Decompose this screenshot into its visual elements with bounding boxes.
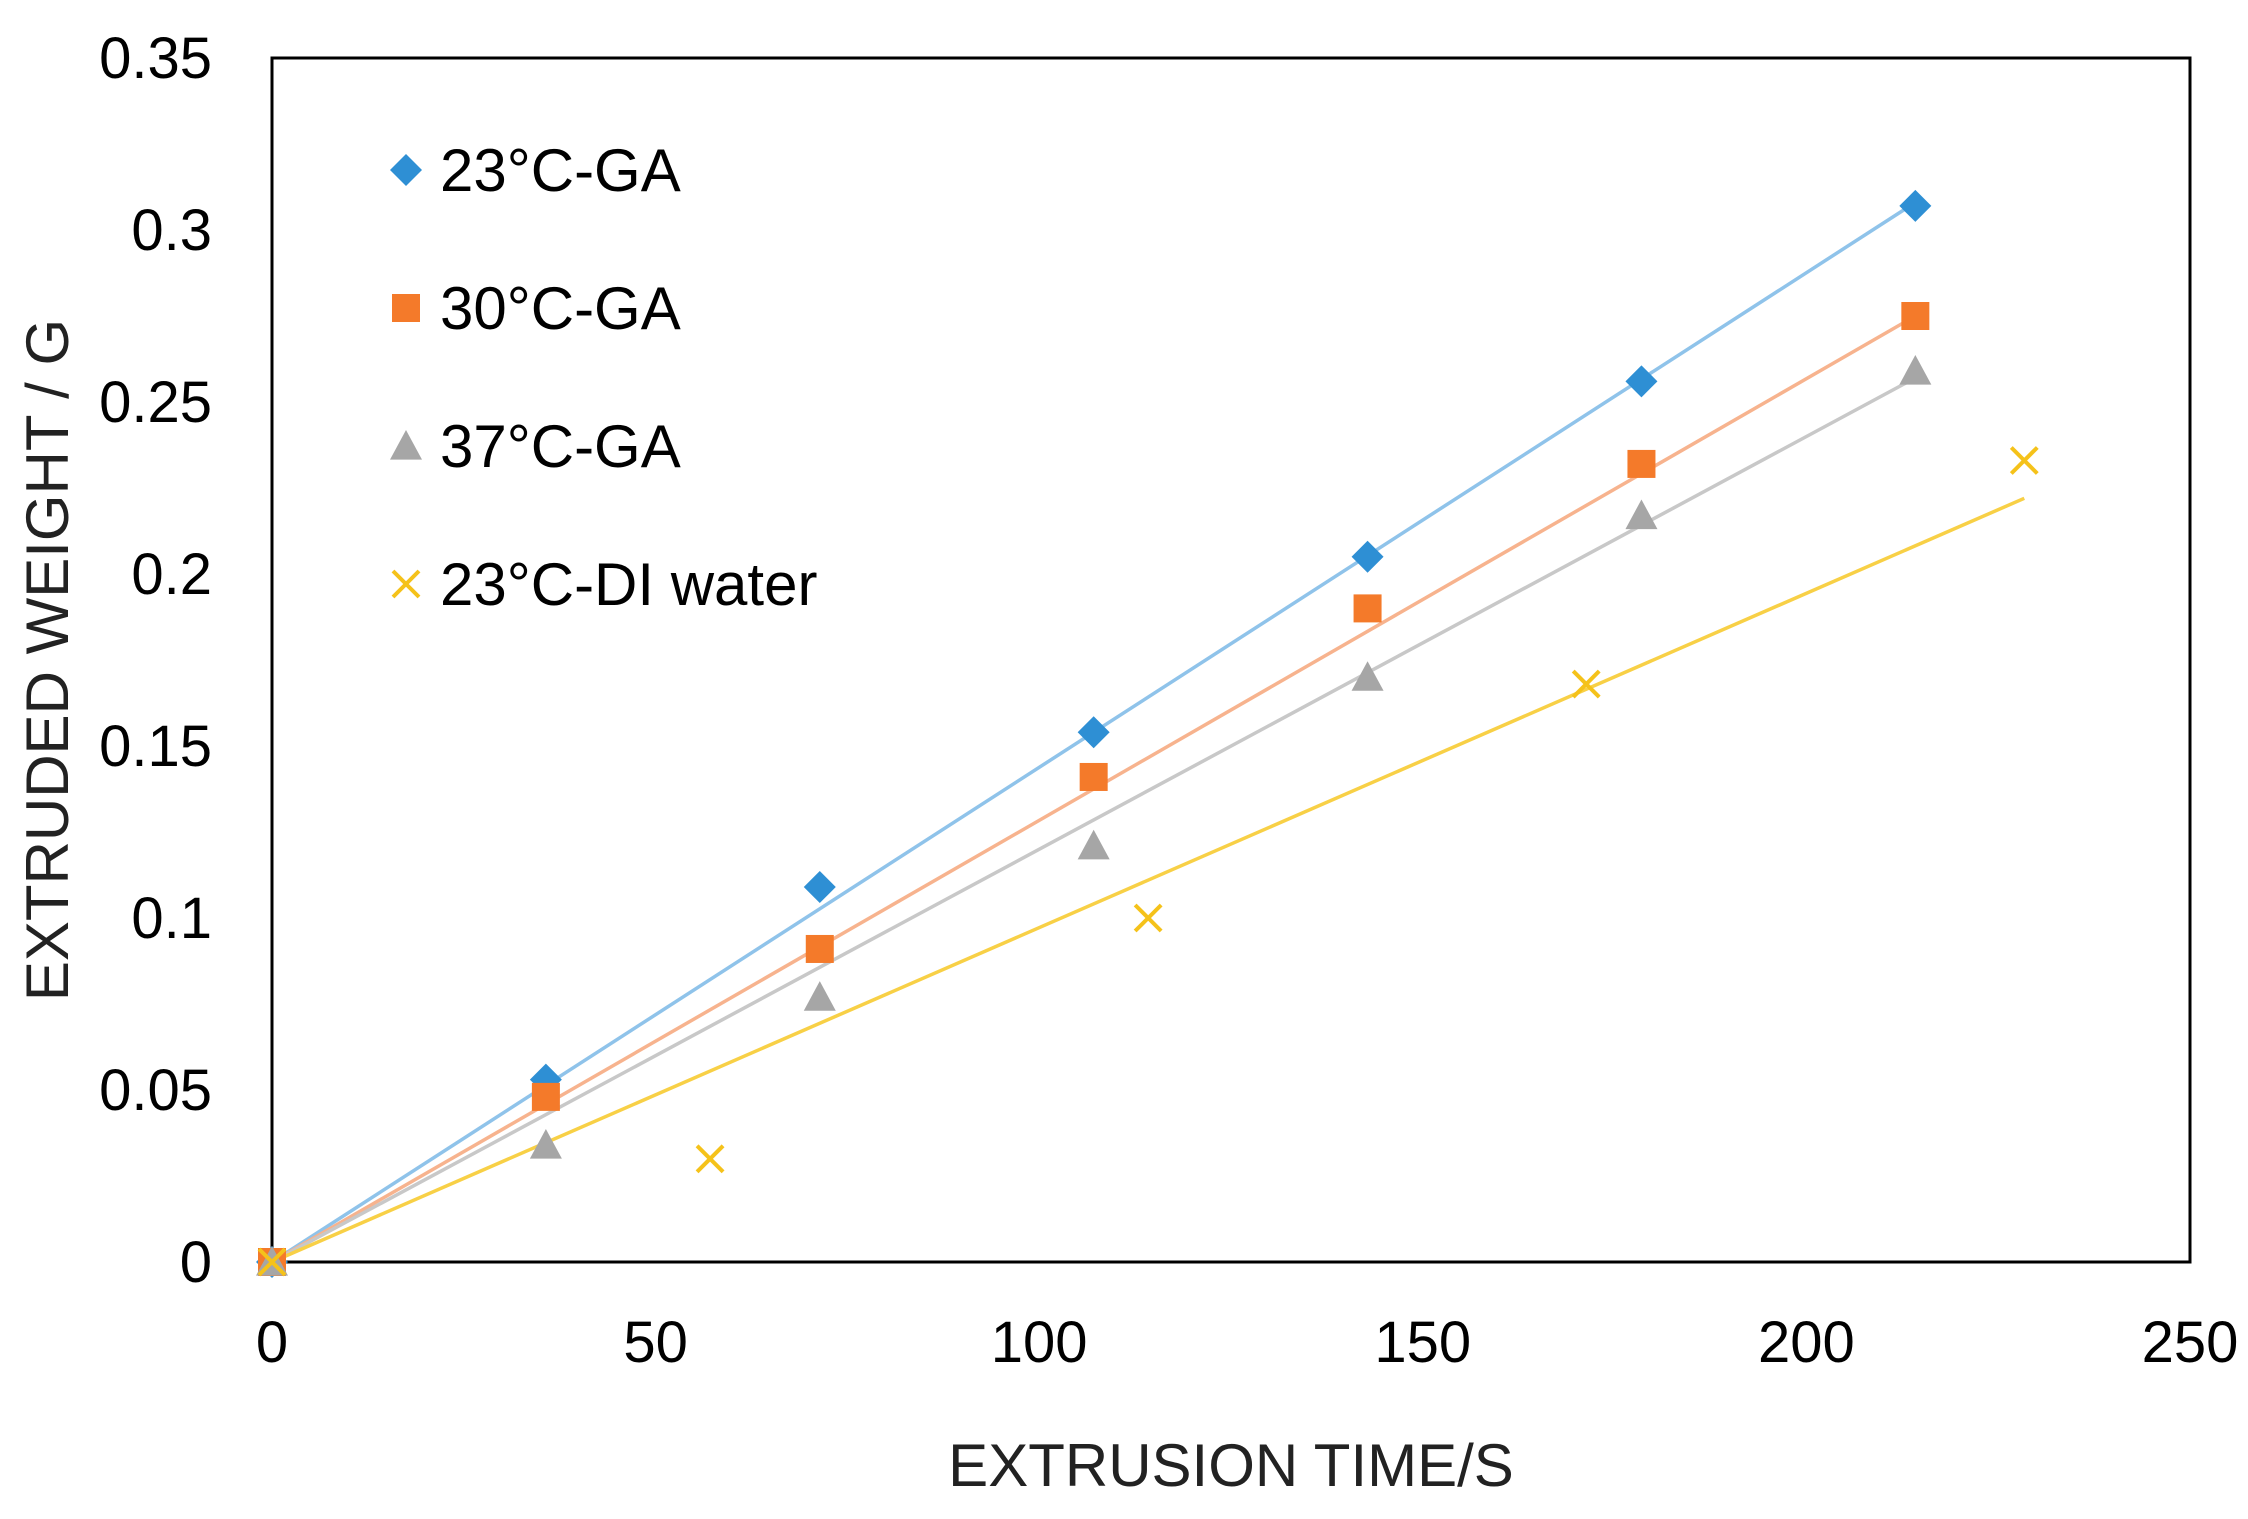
legend-item: 23°C-DI water [391,551,817,618]
trendline-4 [271,496,2025,1264]
x-tick-label: 100 [991,1310,1088,1375]
data-point [1625,499,1658,530]
legend-item: 23°C-GA [390,137,681,204]
trendline-3 [271,376,1917,1264]
data-point [803,871,836,904]
series-2-points [258,302,1930,1276]
data-point [1353,594,1382,623]
data-point [1625,365,1658,398]
data-point [1077,716,1110,749]
data-point [803,981,836,1011]
data-point [1899,355,1932,385]
data-point [1077,829,1110,860]
data-point [2009,446,2039,475]
legend-marker [390,154,422,186]
plot-area-frame [270,56,2192,1264]
x-tick-label: 50 [623,1310,688,1375]
legend-item: 37°C-GA [390,413,681,480]
x-axis-title: EXTRUSION TIME/S [948,1432,1514,1499]
y-tick-label: 0.15 [99,714,212,779]
legend-marker [391,569,421,599]
data-point [805,934,834,963]
data-point [1901,302,1930,330]
x-axis-ticks: 0 50 100 150 200 250 [256,1310,2239,1375]
series-4-points [257,446,2039,1277]
data-point [529,1129,562,1159]
y-tick-label: 0.3 [131,198,212,263]
x-tick-label: 250 [2142,1310,2239,1375]
legend-item: 30°C-GA [392,275,681,342]
legend-label: 23°C-DI water [440,551,817,618]
series-3-points [256,355,1932,1276]
data-point [1351,540,1384,573]
y-tick-label: 0.35 [99,26,212,91]
legend: 23°C-GA 30°C-GA 37°C-GA 23°C-DI water [390,137,817,618]
y-tick-label: 0.05 [99,1058,212,1123]
legend-marker [390,430,422,460]
y-tick-label: 0 [180,1230,212,1295]
data-point [531,1082,560,1111]
data-point [1079,762,1108,791]
data-point [695,1144,725,1174]
y-tick-label: 0.25 [99,370,212,435]
legend-label: 30°C-GA [440,275,681,342]
data-point [257,1247,287,1277]
data-point [1351,661,1384,691]
data-point [1899,189,1932,222]
y-axis-title: EXTRUDED WEIGHT / G [14,319,81,1001]
data-markers [256,189,2039,1278]
y-tick-label: 0.1 [131,886,212,951]
data-point [1627,449,1656,478]
y-tick-label: 0.2 [131,542,212,607]
data-point [1571,669,1601,699]
data-point [1133,903,1163,933]
x-tick-label: 200 [1758,1310,1855,1375]
legend-label: 23°C-GA [440,137,681,204]
legend-marker [392,294,420,322]
x-tick-label: 150 [1374,1310,1471,1375]
x-tick-label: 0 [256,1310,288,1375]
legend-label: 37°C-GA [440,413,681,480]
y-axis-ticks: 0 0.05 0.1 0.15 0.2 0.25 0.3 0.35 [99,26,212,1295]
